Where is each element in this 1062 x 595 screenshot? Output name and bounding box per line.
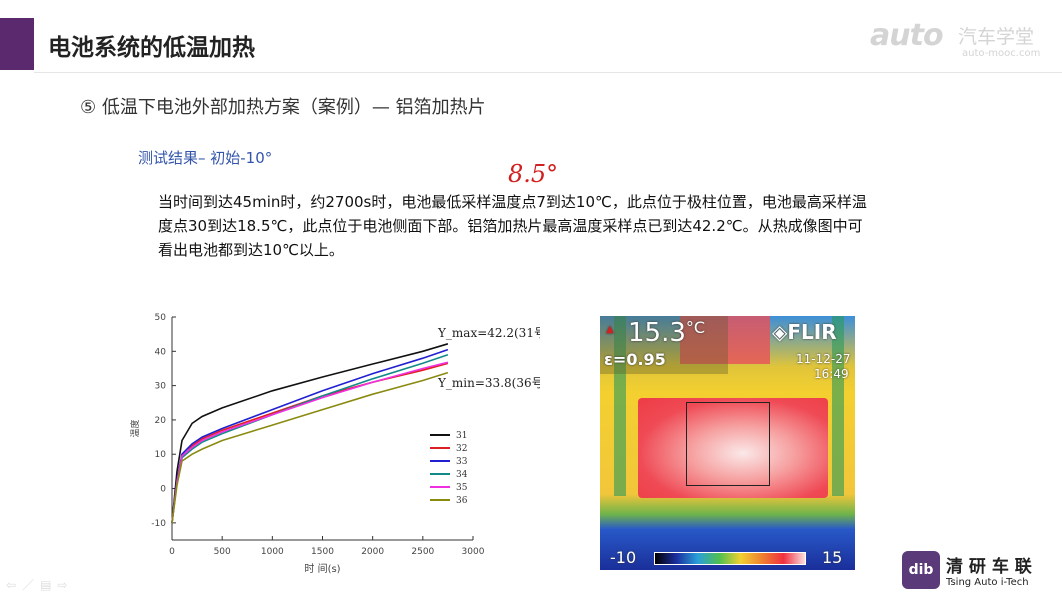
x-tick-label: 500	[214, 547, 231, 557]
menu-icon[interactable]: ▤	[40, 578, 58, 592]
test-label: 测试结果– 初始-10°	[138, 149, 273, 167]
legend-label: 31	[456, 431, 467, 441]
thermal-stripe	[614, 316, 626, 496]
annotation-ymax: Y_max=42.2(31号)	[437, 326, 540, 340]
flir-logo: ◈FLIR	[772, 320, 837, 344]
arrow-left-icon[interactable]: ⇦	[6, 578, 23, 592]
slide-subtitle: ⑤ 低温下电池外部加热方案（案例）— 铝箔加热片	[80, 97, 486, 118]
legend-label: 34	[456, 470, 468, 480]
series-line-36	[171, 371, 449, 523]
y-tick-label: 0	[160, 485, 166, 495]
logo-mark: auto	[870, 18, 944, 53]
scale-max: 15	[822, 548, 843, 567]
date: 11-12-27	[796, 352, 851, 366]
series-line-32	[171, 362, 449, 523]
tsing-logo-icon: dib	[902, 551, 940, 589]
color-scale-bar	[654, 552, 806, 565]
x-tick-label: 0	[169, 547, 175, 557]
tsing-auto-logo: dib 清 研 车 联 Tsing Auto i-Tech	[902, 551, 1032, 589]
legend-label: 33	[456, 457, 468, 467]
tsing-cn: 清 研 车 联	[946, 557, 1032, 577]
arrow-right-icon[interactable]: ⇨	[57, 578, 74, 592]
title-accent-bar	[0, 18, 34, 70]
scale-min: -10	[610, 548, 637, 567]
y-tick-label: 40	[155, 347, 167, 357]
y-tick-label: 50	[155, 313, 167, 323]
thermal-measure-box	[686, 402, 770, 486]
x-tick-label: 2000	[361, 547, 384, 557]
logo-cn: 汽车学堂	[958, 26, 1035, 48]
result-paragraph: 当时间到达45min时，约2700s时，电池最低采样温度点7到达10℃，此点位于…	[158, 193, 867, 259]
y-tick-label: 10	[155, 450, 167, 460]
logo-url: auto-mooc.com	[962, 48, 1041, 59]
annotation-ymin: Y_min=33.8(36号)	[437, 376, 540, 390]
flir-diamond-icon: ◈	[772, 320, 788, 344]
time: 16:49	[814, 367, 849, 381]
y-axis-label: 温度	[129, 419, 141, 437]
thermal-battery	[638, 398, 828, 498]
temp-unit: °C	[685, 318, 706, 337]
auto-mooc-logo: auto 汽车学堂 auto-mooc.com	[870, 18, 1040, 59]
pen-icon[interactable]: ／	[22, 578, 41, 592]
slide-nav: ⇦／▤⇨	[6, 576, 73, 593]
series-line-35	[171, 361, 449, 523]
x-tick-label: 1000	[261, 547, 284, 557]
x-tick-label: 2500	[411, 547, 434, 557]
handwritten-annotation: 8.5°	[508, 160, 559, 188]
slide-title: 电池系统的低温加热	[48, 35, 255, 61]
y-tick-label: 30	[155, 382, 167, 392]
legend-label: 36	[456, 496, 468, 506]
y-tick-label: -10	[151, 519, 166, 529]
x-tick-label: 3000	[462, 547, 485, 557]
thermal-hot-top	[680, 316, 770, 364]
series-line-31	[171, 343, 449, 523]
tsing-en: Tsing Auto i-Tech	[946, 577, 1029, 588]
x-axis-label: 时 间(s)	[304, 562, 340, 575]
y-tick-label: 20	[155, 416, 167, 426]
divider	[34, 72, 1062, 73]
overlay-bg	[600, 316, 728, 374]
thermal-image: ▲ 15.3°C ε=0.95 ◈FLIR 11-12-27 16:49 -10…	[600, 316, 855, 570]
temperature-chart: 0 500 1000 1500 2000 2500 3000 -10 0 10 20 30 40 50 时 …	[129, 313, 540, 575]
legend-label: 32	[456, 444, 467, 454]
x-tick-label: 1500	[311, 547, 334, 557]
emissivity: ε=0.95	[604, 350, 666, 369]
legend-label: 35	[456, 483, 468, 493]
warning-icon: ▲	[606, 324, 614, 335]
thermal-stripe	[832, 316, 844, 496]
spot-temp: 15.3	[628, 318, 686, 348]
